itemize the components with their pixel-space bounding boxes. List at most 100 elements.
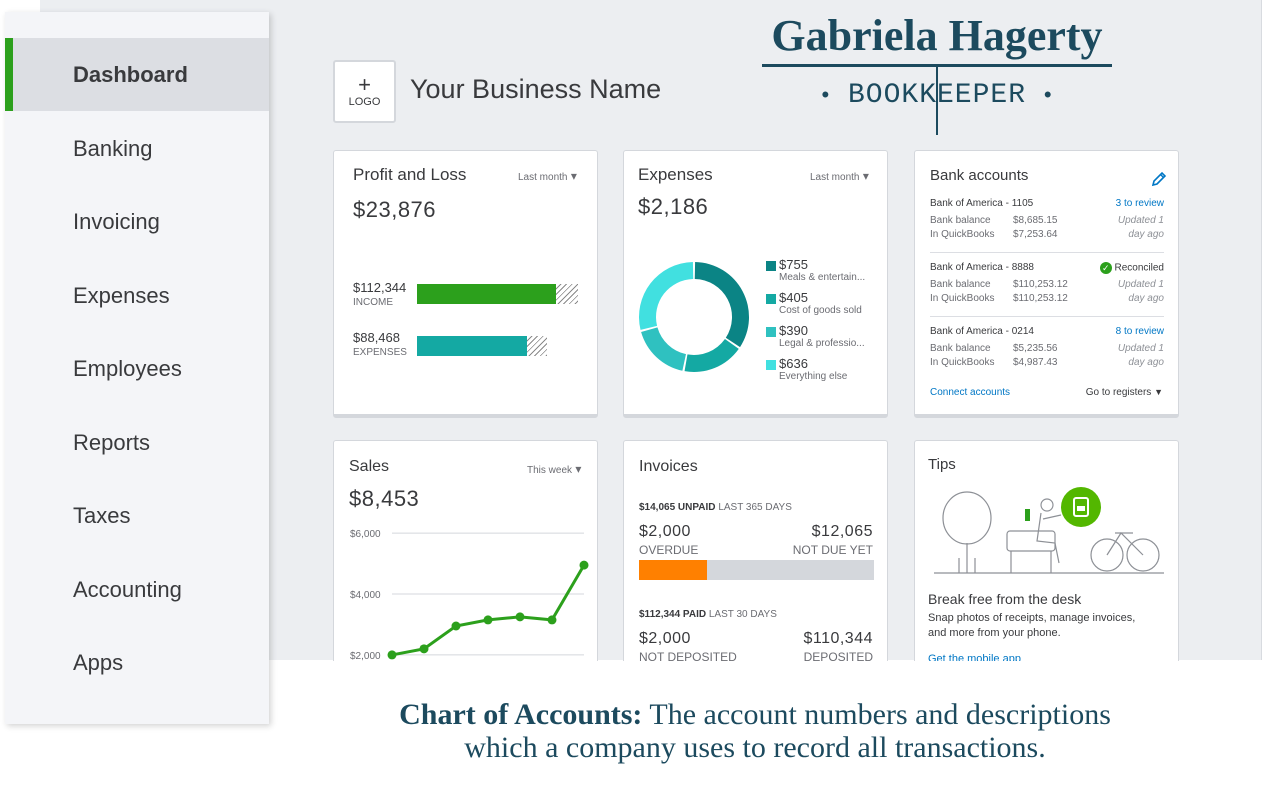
- legend-label: Legal & professio...: [779, 338, 865, 349]
- tip-body-line: Snap photos of receipts, manage invoices…: [928, 612, 1136, 624]
- business-name[interactable]: Your Business Name: [410, 74, 662, 104]
- paid-amount: $112,344 PAID: [639, 609, 707, 620]
- expenses-label: EXPENSES: [353, 347, 407, 358]
- bank-balance-value: $8,685.15: [1013, 215, 1058, 226]
- caption-term: Chart of Accounts:: [399, 698, 643, 731]
- not-due-label: NOT DUE YET: [792, 543, 873, 557]
- profit-loss-card[interactable]: Profit and Loss Last month $23,876 $112,…: [333, 150, 598, 418]
- expenses-card[interactable]: Expenses Last month $2,186 $755 Meals & …: [623, 150, 888, 418]
- card-title: Tips: [928, 456, 956, 473]
- brand-name: Gabriela Hagerty: [771, 11, 1103, 60]
- caption-definition: The account numbers and descriptions: [649, 698, 1111, 731]
- legend-label: Meals & entertain...: [779, 272, 866, 283]
- review-link[interactable]: 8 to review: [1115, 326, 1164, 337]
- divider: [930, 316, 1164, 317]
- donut-slice[interactable]: [639, 262, 694, 330]
- expenses-amount: $88,468: [353, 330, 400, 345]
- logo-label: LOGO: [348, 95, 381, 108]
- legend-swatch: [766, 327, 776, 337]
- legend-swatch: [766, 360, 776, 370]
- unpaid-summary: $14,065 UNPAID LAST 365 DAYS: [639, 502, 792, 513]
- sales-line-chart[interactable]: $6,000 $4,000 $2,000: [334, 521, 598, 661]
- bullet-icon: •: [1043, 82, 1053, 107]
- review-link[interactable]: 3 to review: [1115, 198, 1164, 209]
- expenses-total: $2,186: [638, 194, 709, 219]
- legend-label: Cost of goods sold: [779, 305, 862, 316]
- bank-account-row[interactable]: Bank of America - 0214 8 to review Bank …: [930, 326, 1164, 371]
- not-due-bar[interactable]: [707, 560, 874, 580]
- not-deposited-label: NOT DEPOSITED: [639, 650, 737, 664]
- bank-balance-label: Bank balance: [930, 215, 991, 226]
- expenses-donut-chart[interactable]: [638, 261, 750, 373]
- sidebar-item-apps[interactable]: Apps: [5, 626, 269, 699]
- sidebar-item-expenses[interactable]: Expenses: [5, 259, 269, 332]
- sidebar-item-taxes[interactable]: Taxes: [5, 479, 269, 552]
- updated-text: day ago: [1128, 229, 1164, 240]
- bank-balance-label: Bank balance: [930, 279, 991, 290]
- bank-accounts-card[interactable]: Bank accounts Bank of America - 1105 3 t…: [914, 150, 1179, 418]
- sidebar-item-label: Banking: [73, 135, 153, 161]
- y-tick-label: $4,000: [350, 590, 381, 601]
- sidebar-item-dashboard[interactable]: Dashboard: [5, 38, 269, 111]
- sales-point[interactable]: [387, 650, 397, 660]
- sidebar-item-label: Reports: [73, 429, 151, 455]
- legend-amount: $405: [779, 290, 808, 305]
- donut-slice[interactable]: [684, 339, 739, 372]
- sales-point[interactable]: [451, 621, 461, 631]
- overdue-label: OVERDUE: [639, 543, 699, 557]
- quickbooks-balance-label: In QuickBooks: [930, 229, 995, 240]
- deposited-amount: $110,344: [803, 630, 873, 647]
- paid-summary: $112,344 PAID LAST 30 DAYS: [639, 609, 777, 620]
- sidebar: Dashboard Banking Invoicing Expenses Emp…: [5, 12, 269, 724]
- sidebar-item-reports[interactable]: Reports: [5, 406, 269, 479]
- card-title: Expenses: [638, 165, 713, 184]
- donut-slice[interactable]: [641, 327, 686, 371]
- sidebar-item-employees[interactable]: Employees: [5, 332, 269, 405]
- sidebar-item-banking[interactable]: Banking: [5, 112, 269, 185]
- caption-line: Chart of Accounts: The account numbers a…: [340, 698, 1170, 731]
- invoices-card[interactable]: Invoices $14,065 UNPAID LAST 365 DAYS $2…: [623, 440, 888, 680]
- go-to-registers-dropdown[interactable]: Go to registers ▼: [1086, 387, 1163, 398]
- bank-balance-value: $110,253.12: [1013, 279, 1068, 290]
- period-dropdown[interactable]: Last month: [518, 169, 577, 183]
- quickbooks-balance-value: $7,253.64: [1013, 229, 1058, 240]
- pencil-icon[interactable]: [1151, 171, 1167, 187]
- quickbooks-balance-label: In QuickBooks: [930, 357, 995, 368]
- sidebar-item-invoicing[interactable]: Invoicing: [5, 185, 269, 258]
- overdue-amount: $2,000: [639, 523, 691, 540]
- sidebar-item-label: Taxes: [73, 502, 131, 528]
- expenses-bar[interactable]: [417, 336, 527, 356]
- sidebar-item-accounting[interactable]: Accounting: [5, 553, 269, 626]
- sales-point[interactable]: [579, 560, 589, 570]
- period-dropdown[interactable]: Last month: [810, 169, 869, 183]
- period-dropdown[interactable]: This week: [527, 462, 581, 476]
- add-logo-button[interactable]: + LOGO: [333, 60, 396, 123]
- caption: Chart of Accounts: The account numbers a…: [340, 698, 1170, 764]
- legend-label: Everything else: [779, 371, 848, 382]
- sales-point[interactable]: [483, 615, 493, 625]
- brand-role: • BOOKKEEPER •: [762, 80, 1112, 111]
- legend-amount: $390: [779, 323, 808, 338]
- sidebar-item-label: Accounting: [73, 576, 182, 602]
- sales-card[interactable]: Sales This week $8,453 $6,000 $4,000 $2,00…: [333, 440, 598, 680]
- sales-point[interactable]: [547, 615, 557, 625]
- income-bar[interactable]: [417, 284, 556, 304]
- overdue-bar[interactable]: [639, 560, 707, 580]
- updated-text: Updated 1: [1117, 215, 1164, 226]
- card-title: Sales: [349, 458, 390, 475]
- card-title: Bank accounts: [930, 167, 1029, 184]
- donut-slice[interactable]: [694, 262, 749, 348]
- sales-point[interactable]: [515, 612, 525, 622]
- paid-period: LAST 30 DAYS: [708, 609, 777, 620]
- caption-area: [270, 661, 1270, 809]
- bullet-icon: •: [821, 82, 831, 107]
- deposited-label: DEPOSITED: [803, 650, 873, 664]
- connect-accounts-link[interactable]: Connect accounts: [930, 387, 1011, 398]
- quickbooks-balance-value: $110,253.12: [1013, 293, 1068, 304]
- account-name: Bank of America - 8888: [930, 262, 1034, 273]
- account-name: Bank of America - 0214: [930, 326, 1034, 337]
- bank-account-row[interactable]: Bank of America - 1105 3 to review Bank …: [930, 198, 1164, 243]
- tips-card[interactable]: Tips Break free from the desk Snap photo…: [914, 440, 1179, 680]
- bank-account-row[interactable]: Bank of America - 8888 ✓ Reconciled Bank…: [930, 262, 1164, 307]
- sales-point[interactable]: [419, 644, 429, 654]
